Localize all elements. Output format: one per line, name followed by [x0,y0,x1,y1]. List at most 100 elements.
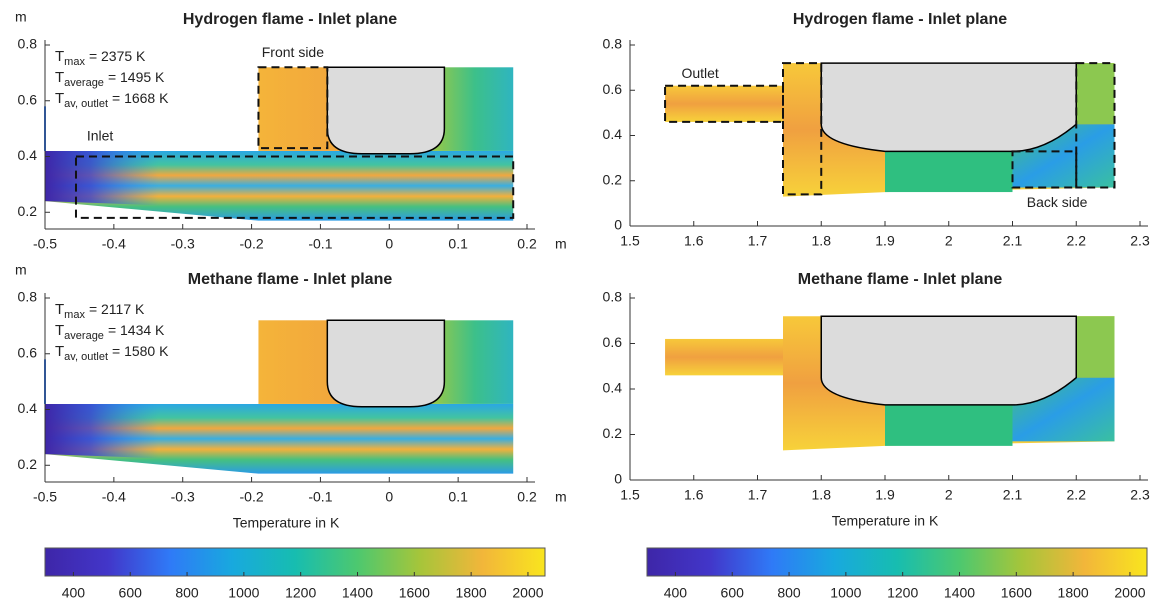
bluff-body [326,319,446,408]
stat-subscript: average [64,330,104,342]
x-axis-label: Temperature in K [233,515,340,531]
stat: Tav, outlet = 1580 K [55,343,169,363]
colorbar-tick-label: 1800 [456,585,487,601]
dashed-box [782,62,823,196]
stat-subscript: av, outlet [64,351,108,363]
y-tick-label: 0 [614,217,622,233]
dashed-box [257,66,329,150]
annotation: Outlet [681,65,718,81]
x-tick-label: -0.1 [308,489,332,505]
colorbar-tick-label: 400 [62,585,86,601]
y-unit: m [15,9,27,25]
stat: Taverage = 1495 K [55,69,165,89]
bluff-body [326,66,446,155]
bluff-body [820,62,1077,153]
x-tick-label: -0.5 [33,489,57,505]
x-tick-label: 1.7 [748,233,768,249]
stat-subscript: average [64,77,104,89]
annotation: Front side [262,44,324,60]
x-tick-label: -0.2 [240,236,264,252]
colorbar-tick-label: 2000 [512,585,543,601]
x-tick-label: 1.8 [812,233,832,249]
y-tick-label: 0.2 [603,425,623,441]
x-tick-label: 1.6 [684,487,704,503]
x-tick-label: 1.9 [875,487,895,503]
x-tick-label: 2 [945,233,953,249]
colorbar [646,547,1148,577]
title: Methane flame - Inlet plane [798,271,1003,288]
y-tick-label: 0.2 [18,456,38,472]
y-tick-label: 0.4 [603,380,623,396]
x-tick-label: 2.2 [1067,487,1087,503]
stat-value: = 2117 K [89,301,145,317]
right-wall-zone [1076,316,1115,378]
stat: Tmax = 2375 K [55,48,146,68]
x-tick-label: 1.8 [812,487,832,503]
outlet [665,85,783,122]
cold-inlet [45,403,424,469]
y-tick-label: 0.8 [18,289,38,305]
x-tick-label: 2.2 [1067,233,1087,249]
x-unit: m [555,236,567,252]
colorbar-tick-label: 2000 [1114,585,1145,601]
colorbar-tick-label: 1600 [1001,585,1032,601]
colorbar-tick-label: 1200 [887,585,918,601]
stat-value: = 1434 K [108,322,165,338]
x-unit: m [555,489,567,505]
y-tick-label: 0.8 [18,36,38,52]
x-tick-label: 1.6 [684,233,704,249]
annotation: Inlet [87,128,114,144]
dashed-box [1075,62,1116,189]
colorbar-tick-label: 600 [721,585,745,601]
x-tick-label: 0.1 [448,489,468,505]
y-tick-label: 0.4 [18,400,38,416]
y-tick-label: 0.2 [18,203,38,219]
y-tick-label: 0.4 [603,126,623,142]
x-tick-label: -0.3 [171,489,195,505]
stat-subscript: max [64,56,85,68]
y-tick-label: 0.6 [603,81,623,97]
stat: Tmax = 2117 K [55,301,145,321]
colorbar-tick-label: 800 [175,585,199,601]
x-tick-label: -0.2 [240,489,264,505]
stat-symbol: T [55,69,64,86]
y-tick-label: 0 [614,471,622,487]
stat-subscript: av, outlet [64,98,108,110]
y-unit: m [15,262,27,278]
stat-symbol: T [55,90,64,107]
x-tick-label: -0.4 [102,489,126,505]
y-tick-label: 0.6 [18,344,38,360]
x-tick-label: 1.5 [620,233,640,249]
y-tick-label: 0.6 [18,91,38,107]
bluff-body [820,315,1077,406]
colorbar-tick-label: 400 [664,585,688,601]
title: Hydrogen flame - Inlet plane [183,11,397,28]
colorbar-tick-label: 1200 [285,585,316,601]
stat-symbol: T [55,301,64,318]
colorbar [44,547,546,577]
stat-value: = 1580 K [112,343,169,359]
x-tick-label: 0.2 [517,489,537,505]
colorbar-tick-label: 1400 [944,585,975,601]
x-tick-label: 2.3 [1130,487,1150,503]
stat-symbol: T [55,343,64,360]
dashed-box [664,84,784,123]
y-tick-label: 0.8 [603,36,623,52]
colorbar-tick-label: 600 [119,585,143,601]
stat-subscript: max [64,309,85,321]
x-tick-label: 2.1 [1003,487,1023,503]
right-wall-zone [1076,63,1115,125]
colorbar-tick-label: 1400 [342,585,373,601]
green-zone [885,151,1013,193]
title: Methane flame - Inlet plane [188,271,393,288]
x-tick-label: 0 [385,236,393,252]
colorbar-tick-label: 1800 [1058,585,1089,601]
dashed-box [74,155,515,219]
x-tick-label: 2.3 [1130,233,1150,249]
stat-value: = 1668 K [112,90,169,106]
cold-inlet [45,150,424,216]
stat: Tav, outlet = 1668 K [55,90,169,110]
stat-value: = 2375 K [89,48,146,64]
x-tick-label: -0.1 [308,236,332,252]
outlet [665,338,783,376]
